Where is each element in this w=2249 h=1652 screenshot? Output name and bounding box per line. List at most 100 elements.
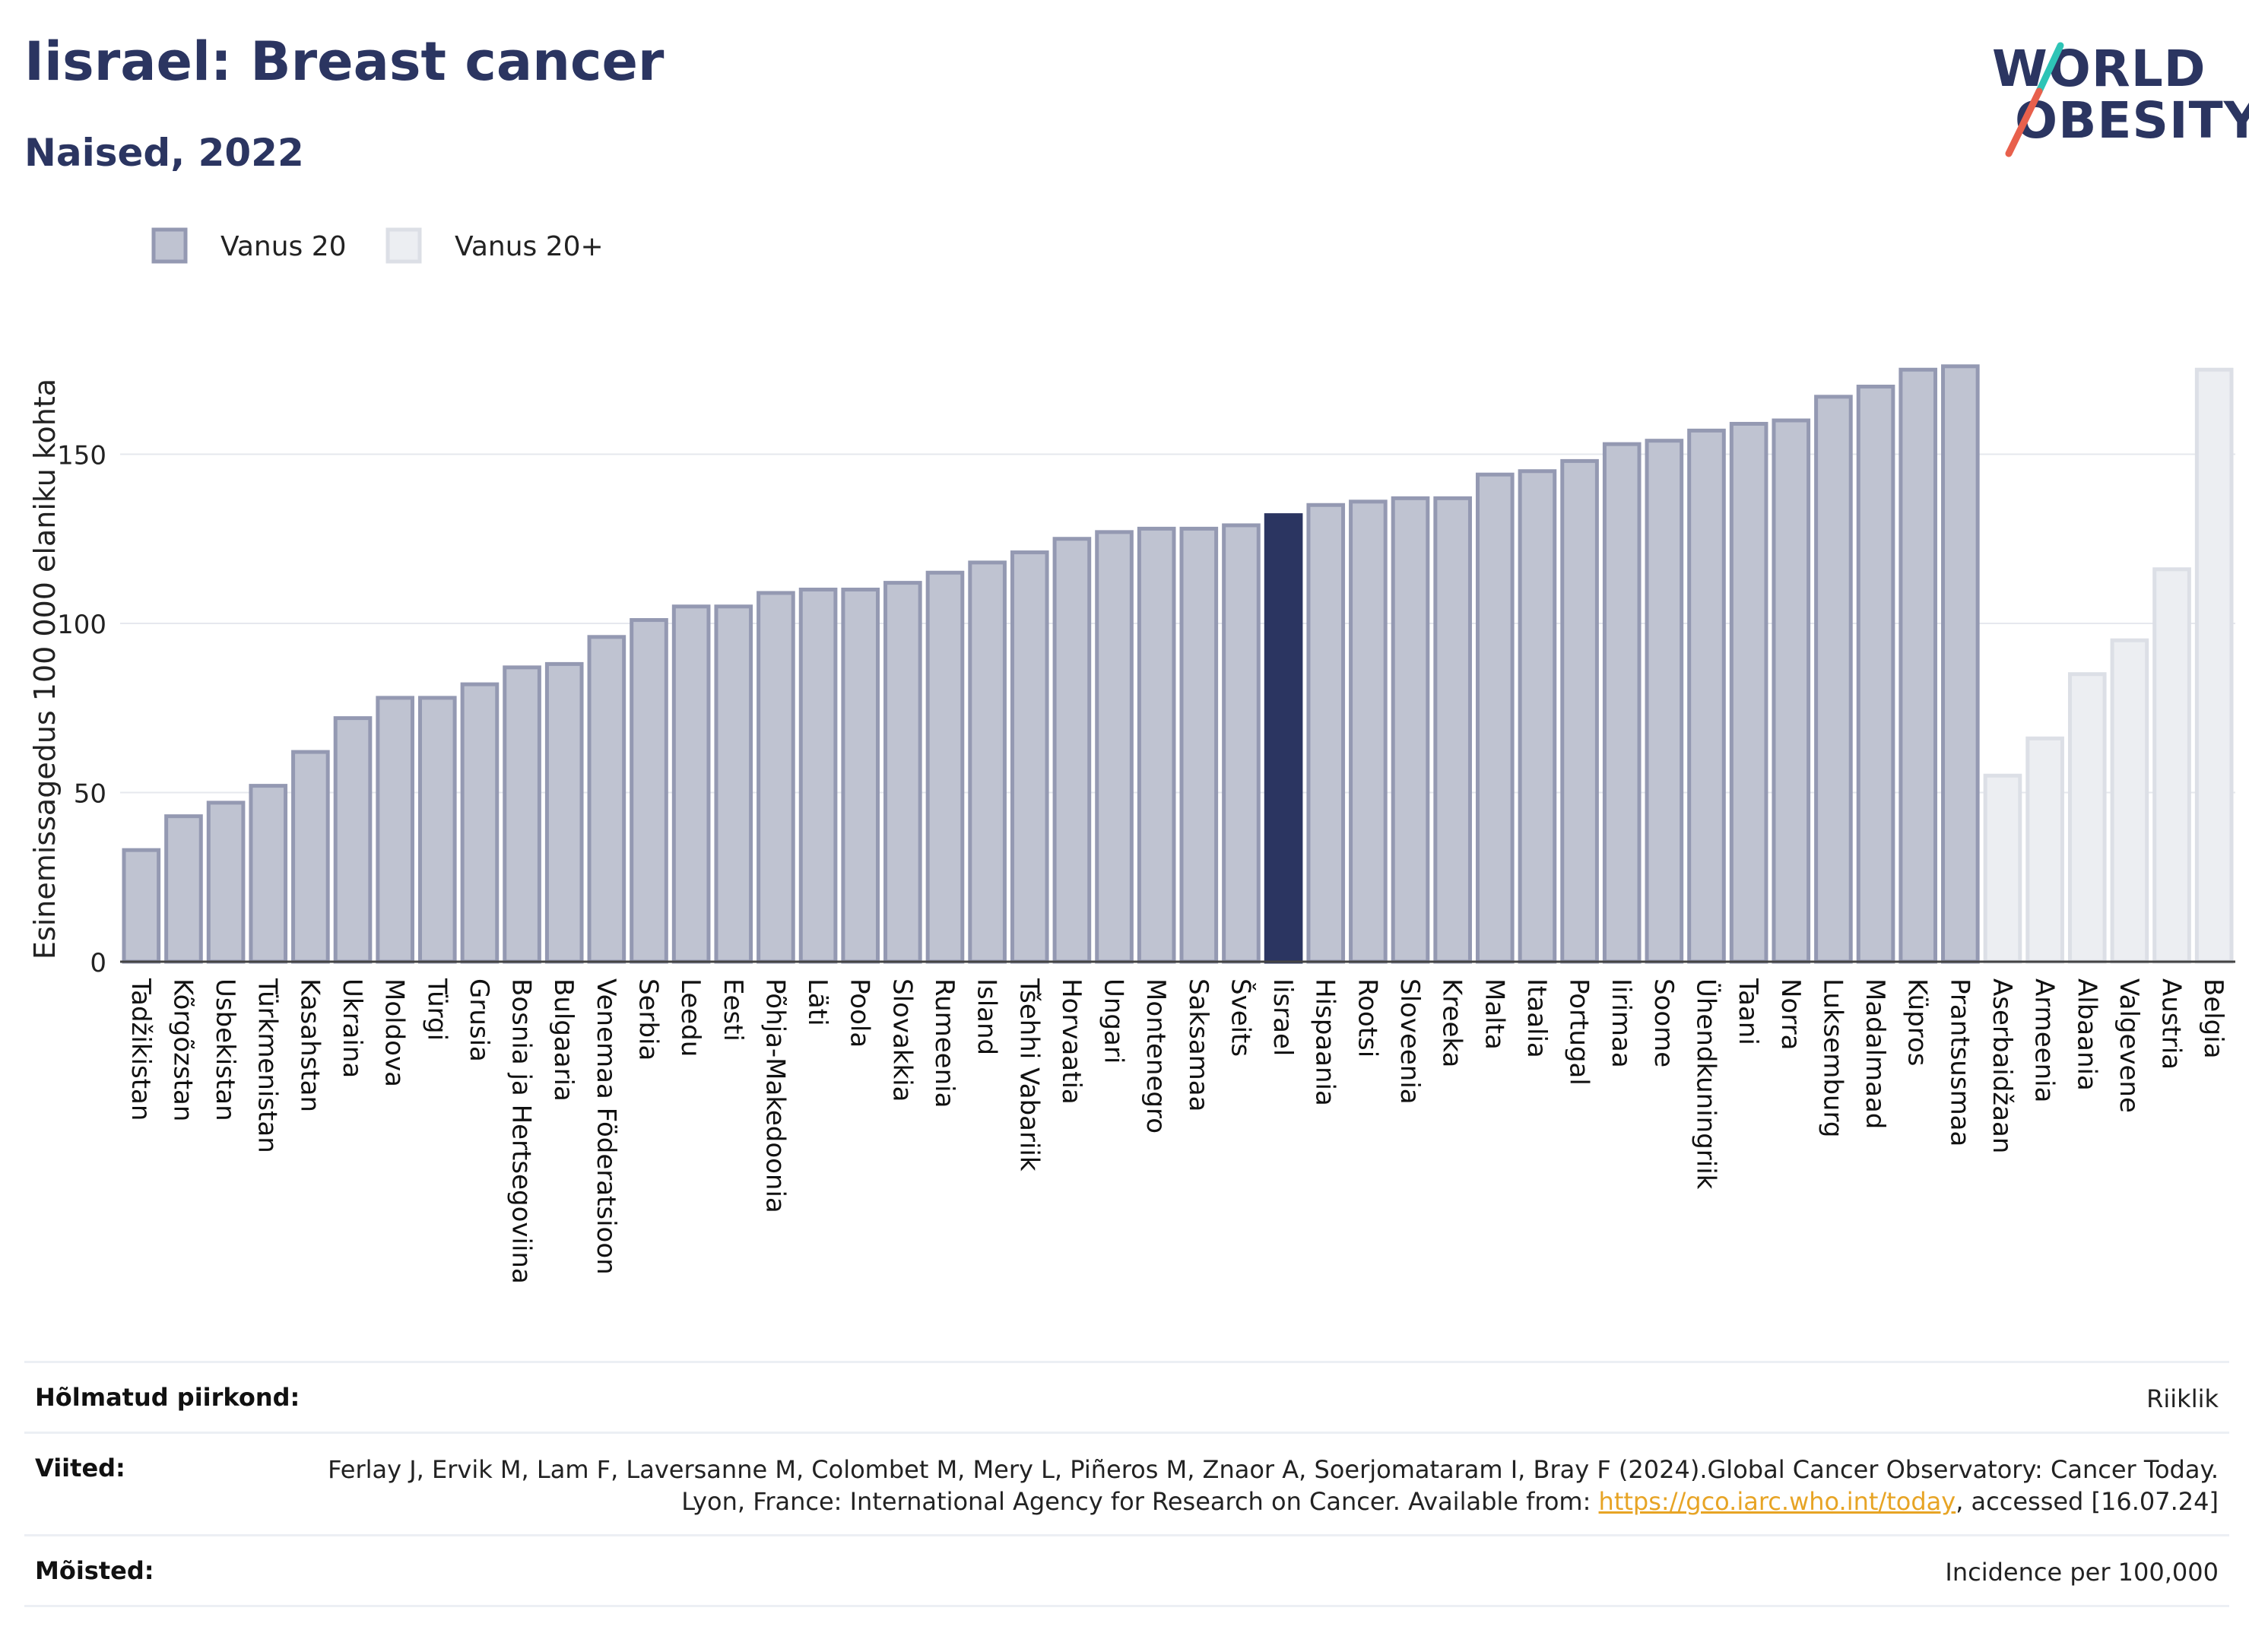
- bar: [587, 635, 626, 964]
- info-row-references: Viited: Ferlay J, Ervik M, Lam F, Lavers…: [24, 1432, 2229, 1534]
- coverage-value: Riiklik: [2146, 1384, 2219, 1413]
- bar: [1645, 439, 1684, 964]
- x-tick-label: Armeenia: [2029, 978, 2060, 1102]
- references-link[interactable]: https://gco.iarc.who.int/today: [1598, 1487, 1956, 1516]
- definitions-label: Mõisted:: [35, 1556, 154, 1585]
- bar: [671, 604, 711, 964]
- bar: [2067, 672, 2107, 964]
- legend-label: Vanus 20+: [455, 231, 604, 262]
- bar: [122, 848, 161, 964]
- bar: [1179, 526, 1219, 964]
- x-tick-label: Belgia: [2198, 978, 2228, 1059]
- y-tick-label: 150: [57, 441, 106, 471]
- bar: [798, 588, 838, 964]
- bar: [1095, 530, 1134, 964]
- bar: [1306, 503, 1346, 964]
- x-tick-label: Soome: [1648, 978, 1679, 1067]
- bar: [2025, 736, 2064, 964]
- x-tick-label: Austria: [2156, 978, 2187, 1070]
- x-tick-label: Horvaatia: [1056, 978, 1086, 1105]
- coverage-label: Hõlmatud piirkond:: [35, 1383, 300, 1412]
- y-axis-label: Esinemissagedus 100 000 elaniku kohta: [28, 379, 62, 959]
- bar: [1052, 537, 1092, 964]
- x-tick-label: Iisrael: [1267, 978, 1298, 1056]
- x-tick-label: Luksemburg: [1817, 978, 1848, 1137]
- bar: [164, 814, 203, 964]
- bar: [714, 604, 753, 964]
- x-tick-label: Tšehhi Vabariik: [1013, 978, 1044, 1172]
- references-label: Viited:: [35, 1454, 125, 1482]
- x-tick-label: Kõrgõzstan: [167, 978, 198, 1121]
- bars: [120, 364, 2235, 964]
- bar: [2152, 567, 2191, 964]
- x-tick-label: Portugal: [1564, 978, 1594, 1086]
- bar: [883, 581, 922, 964]
- bar: [376, 696, 414, 964]
- logo-line-1: WORLD: [1992, 40, 2206, 98]
- x-tick-label: Usbekistan: [210, 978, 240, 1121]
- bar: [1602, 442, 1642, 964]
- bar: [630, 618, 668, 964]
- x-tick-label: Grusia: [464, 978, 494, 1062]
- bar-chart: Vanus 20 Vanus 20+ 0 50 100 150 Tadžikistan K…: [28, 227, 2235, 1284]
- x-tick-label: Šveits: [1225, 978, 1256, 1057]
- x-tick-label: Slovakkia: [887, 978, 917, 1102]
- bar: [1475, 472, 1515, 964]
- bar: [1349, 499, 1388, 964]
- legend: Vanus 20 Vanus 20+: [151, 227, 604, 264]
- x-tick-label: Bosnia ja Hertsegoviina: [506, 978, 537, 1284]
- bar: [249, 784, 288, 964]
- bar: [1772, 418, 1811, 964]
- x-tick-label: Valgevene: [2114, 978, 2144, 1113]
- bar: [1518, 469, 1557, 964]
- x-tick-label: Aserbaidžaan: [1987, 978, 2017, 1153]
- references-value: Ferlay J, Ervik M, Lam F, Laversanne M, …: [318, 1454, 2219, 1517]
- bar: [1687, 428, 1726, 964]
- bar: [1941, 364, 1980, 964]
- bar: [1010, 550, 1049, 964]
- x-tick-label: Küpros: [1902, 978, 1933, 1066]
- bar: [417, 696, 457, 964]
- bar: [291, 750, 330, 964]
- y-tick-label: 0: [90, 948, 106, 978]
- logo-line-2: OBESITY: [2015, 91, 2249, 150]
- bar: [1433, 496, 1472, 964]
- y-tick-label: 50: [74, 779, 106, 810]
- x-tick-label: Moldova: [379, 978, 410, 1087]
- x-tick-label: Türkmenistan: [252, 978, 283, 1153]
- x-tick-label: Itaalia: [1521, 978, 1552, 1058]
- bar: [1898, 367, 1938, 964]
- bar: [503, 665, 541, 964]
- bar: [1264, 513, 1303, 964]
- x-tick-label: Läti: [802, 978, 833, 1026]
- bar: [2110, 638, 2149, 964]
- bar: [1856, 385, 1895, 964]
- bar: [544, 661, 584, 964]
- legend-label: Vanus 20: [220, 231, 347, 262]
- bar: [1222, 523, 1261, 964]
- info-table: Hõlmatud piirkond: Riiklik Viited: Ferla…: [24, 1361, 2229, 1607]
- x-tick-label: Malta: [1479, 978, 1509, 1050]
- y-tick-label: 100: [57, 610, 106, 640]
- x-tick-label: Põhja-Makedoonia: [760, 978, 790, 1213]
- bar: [1983, 773, 2022, 964]
- info-row-coverage: Hõlmatud piirkond: Riiklik: [24, 1361, 2229, 1432]
- bar: [333, 716, 373, 964]
- x-tick-label: Albaania: [2071, 978, 2101, 1091]
- x-tick-label: Poola: [845, 978, 875, 1048]
- x-tick-label: Eesti: [718, 978, 748, 1042]
- x-tick-label: Rootsi: [1352, 978, 1382, 1057]
- world-obesity-logo: WORLD OBESITY: [1992, 40, 2249, 161]
- x-tick-label: Prantsusmaa: [1944, 978, 1975, 1146]
- bar: [1560, 458, 1599, 964]
- x-tick-label: Serbia: [633, 978, 664, 1061]
- x-tick-label: Ühendkuningriik: [1691, 978, 1722, 1190]
- bar: [460, 682, 500, 964]
- bar: [757, 591, 795, 964]
- x-tick-label: Rumeenia: [929, 978, 960, 1108]
- x-tick-label: Sloveenia: [1394, 978, 1425, 1105]
- x-tick-label: Tadžikistan: [125, 978, 156, 1121]
- x-axis-labels: Tadžikistan Kõrgõzstan Usbekistan Türkmenis…: [125, 978, 2228, 1284]
- definitions-value: Incidence per 100,000: [1945, 1558, 2219, 1587]
- x-tick-label: Leedu: [675, 978, 706, 1057]
